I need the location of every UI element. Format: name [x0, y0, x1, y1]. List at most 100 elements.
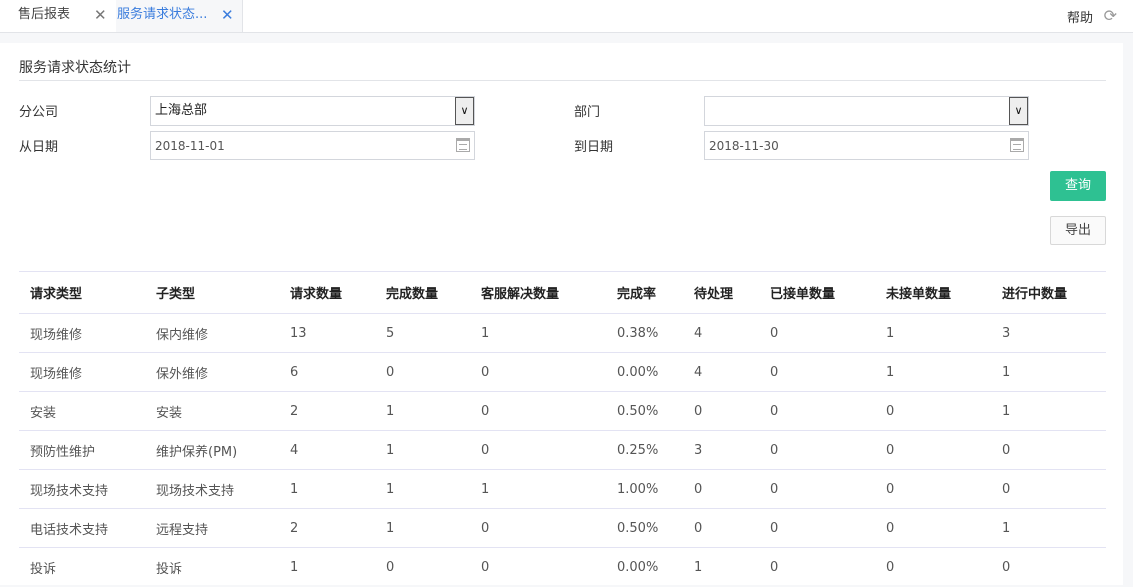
- from-date-value: 2018-11-01: [155, 139, 225, 153]
- column-header: 待处理: [683, 271, 759, 314]
- page-title: 服务请求状态统计: [19, 60, 131, 76]
- close-icon[interactable]: ✕: [221, 6, 234, 24]
- column-header: 未接单数量: [875, 271, 991, 314]
- table-cell: 4: [279, 430, 375, 470]
- table-cell: 0.50%: [606, 391, 683, 431]
- table-cell: 0.25%: [606, 430, 683, 470]
- to-date-input[interactable]: 2018-11-30: [704, 131, 1029, 160]
- table-cell: 1: [375, 391, 470, 431]
- table-cell: 0: [470, 547, 606, 587]
- table-cell: 0: [683, 508, 759, 548]
- status-table: 请求类型 子类型 请求数量 完成数量 客服解决数量 完成率 待处理 已接单数量 未接单数量 进行中…: [19, 271, 1106, 587]
- table-row: 现场维修 保外维修 6 0 0 0.00% 4 0 1 1: [19, 352, 1106, 392]
- table-cell: 现场维修: [19, 313, 145, 353]
- table-cell: 保外维修: [145, 352, 279, 392]
- table-cell: 0: [875, 469, 991, 509]
- table-cell: 保内维修: [145, 313, 279, 353]
- table-cell: 0: [470, 430, 606, 470]
- table-row: 投诉 投诉 1 0 0 0.00% 1 0 0 0: [19, 547, 1106, 587]
- tab-bar: 售后报表 ✕ 服务请求状态... ✕ 帮助 ⟳: [0, 0, 1133, 33]
- table-cell: 1: [375, 508, 470, 548]
- table-cell: 1: [991, 508, 1106, 548]
- chevron-down-icon[interactable]: ∨: [455, 97, 474, 125]
- table-cell: 0: [759, 391, 875, 431]
- table-cell: 0: [759, 547, 875, 587]
- column-header: 进行中数量: [991, 271, 1106, 314]
- table-cell: 6: [279, 352, 375, 392]
- tab-label: 服务请求状态...: [117, 7, 208, 22]
- column-header: 子类型: [145, 271, 279, 314]
- table-cell: 3: [683, 430, 759, 470]
- table-cell: 0: [683, 391, 759, 431]
- table-cell: 0: [991, 547, 1106, 587]
- table-cell: 0: [875, 547, 991, 587]
- table-cell: 2: [279, 508, 375, 548]
- table-header-row: 请求类型 子类型 请求数量 完成数量 客服解决数量 完成率 待处理 已接单数量 未接单数量 进行中…: [19, 271, 1106, 314]
- from-date-label: 从日期: [19, 140, 59, 155]
- dept-label: 部门: [574, 105, 601, 120]
- table-cell: 1: [875, 352, 991, 392]
- table-cell: 0: [991, 430, 1106, 470]
- calendar-icon[interactable]: [1010, 138, 1024, 152]
- table-cell: 现场技术支持: [145, 469, 279, 509]
- tab-service-request-status[interactable]: 服务请求状态... ✕: [116, 0, 243, 32]
- table-row: 安装 安装 2 1 0 0.50% 0 0 0 1: [19, 391, 1106, 431]
- table-cell: 1: [991, 352, 1106, 392]
- export-button[interactable]: 导出: [1050, 216, 1106, 245]
- table-cell: 5: [375, 313, 470, 353]
- column-header: 客服解决数量: [470, 271, 606, 314]
- table-cell: 0: [759, 313, 875, 353]
- to-date-value: 2018-11-30: [709, 139, 779, 153]
- table-cell: 0: [683, 469, 759, 509]
- table-cell: 13: [279, 313, 375, 353]
- table-cell: 安装: [145, 391, 279, 431]
- help-link[interactable]: 帮助: [1066, 11, 1093, 26]
- table-cell: 0: [759, 430, 875, 470]
- table-cell: 1: [279, 469, 375, 509]
- table-cell: 0.38%: [606, 313, 683, 353]
- table-cell: 投诉: [19, 547, 145, 587]
- table-cell: 0.50%: [606, 508, 683, 548]
- table-cell: 0: [759, 469, 875, 509]
- table-cell: 0: [375, 547, 470, 587]
- calendar-icon[interactable]: [456, 138, 470, 152]
- report-panel: 服务请求状态统计 分公司 上海总部 ∨ 部门 ∨ 从日期 2018-11-01 到…: [0, 43, 1123, 587]
- table-cell: 安装: [19, 391, 145, 431]
- table-cell: 4: [683, 313, 759, 353]
- tab-after-sales-report[interactable]: 售后报表 ✕: [0, 0, 116, 32]
- table-cell: 电话技术支持: [19, 508, 145, 548]
- table-cell: 预防性维护: [19, 430, 145, 470]
- table-cell: 1: [470, 313, 606, 353]
- query-button[interactable]: 查询: [1050, 171, 1106, 201]
- table-row: 预防性维护 维护保养(PM) 4 1 0 0.25% 3 0 0 0: [19, 430, 1106, 470]
- branch-select[interactable]: 上海总部 ∨: [150, 96, 475, 126]
- table-cell: 投诉: [145, 547, 279, 587]
- table-cell: 0: [875, 391, 991, 431]
- table-cell: 0: [875, 508, 991, 548]
- table-cell: 1: [991, 391, 1106, 431]
- refresh-icon[interactable]: ⟳: [1103, 6, 1117, 25]
- close-icon[interactable]: ✕: [94, 6, 107, 24]
- table-cell: 0: [991, 469, 1106, 509]
- table-cell: 1: [279, 547, 375, 587]
- table-cell: 1: [683, 547, 759, 587]
- table-cell: 0: [470, 391, 606, 431]
- table-cell: 3: [991, 313, 1106, 353]
- table-cell: 1.00%: [606, 469, 683, 509]
- table-cell: 4: [683, 352, 759, 392]
- from-date-input[interactable]: 2018-11-01: [150, 131, 475, 160]
- dept-select[interactable]: ∨: [704, 96, 1029, 126]
- table-row: 现场维修 保内维修 13 5 1 0.38% 4 0 1 3: [19, 313, 1106, 353]
- table-cell: 现场维修: [19, 352, 145, 392]
- table-cell: 1: [375, 469, 470, 509]
- column-header: 完成率: [606, 271, 683, 314]
- table-cell: 2: [279, 391, 375, 431]
- branch-value: 上海总部: [155, 103, 208, 118]
- divider: [19, 80, 1106, 81]
- chevron-down-icon[interactable]: ∨: [1009, 97, 1028, 125]
- table-cell: 0: [875, 430, 991, 470]
- table-cell: 1: [375, 430, 470, 470]
- table-row: 现场技术支持 现场技术支持 1 1 1 1.00% 0 0 0 0: [19, 469, 1106, 509]
- table-cell: 0: [470, 508, 606, 548]
- table-cell: 现场技术支持: [19, 469, 145, 509]
